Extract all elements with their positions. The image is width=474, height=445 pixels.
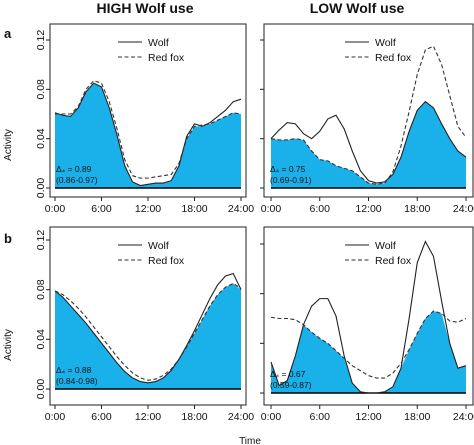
y-axis-label-row-a: Activity <box>3 129 14 161</box>
x-tick-label-a-low-3: 18:00 <box>404 203 430 215</box>
overlap-ci-b-low: (0.59-0.87) <box>270 380 312 390</box>
legend-fox-label-b-high: Red fox <box>148 255 185 267</box>
x-tick-label-b-high-1: 6:00 <box>91 411 112 423</box>
red-fox-line-a-low <box>270 45 467 185</box>
overlap-coefficient-a-high: Δ₄ = 0.89 <box>56 164 92 174</box>
x-tick-label-b-low-4: 24:00 <box>453 411 474 423</box>
y-tick-label-a-high-1: 0.04 <box>35 128 47 149</box>
y-tick-label-b-high-1: 0.04 <box>35 329 47 350</box>
chart-panels: 0:00 6:00 12:00 18:00 24:00 0.00 0.04 0.08 0.12 W… <box>35 23 474 423</box>
y-tick-label-b-high-3: 0.12 <box>35 230 47 251</box>
x-tick-label-a-low-1: 6:00 <box>310 203 331 215</box>
x-tick-label-b-low-1: 6:00 <box>310 411 331 423</box>
overlap-coefficient-a-low: Δ₄ = 0.75 <box>270 164 306 174</box>
y-tick-label-a-high-2: 0.08 <box>35 79 47 100</box>
legend-fox-label-a-low: Red fox <box>375 52 412 64</box>
overlap-ci-a-high: (0.86-0.97) <box>56 175 98 185</box>
y-axis-label-row-b: Activity <box>3 329 14 361</box>
x-tick-label-a-high-0: 0:00 <box>45 203 66 215</box>
red-fox-line-b-low <box>270 310 467 379</box>
legend-fox-label-a-high: Red fox <box>148 52 185 64</box>
title-high-wolf-use: HIGH Wolf use <box>97 0 194 16</box>
x-tick-label-b-high-4: 24:00 <box>228 411 254 423</box>
x-tick-label-b-high-0: 0:00 <box>45 411 66 423</box>
panel-a-high: 0:00 6:00 12:00 18:00 24:00 0.00 0.04 0.08 0.12 W… <box>35 23 254 215</box>
panel-b-high: 0:00 6:00 12:00 18:00 24:00 0.00 0.04 0.08 0.12 W… <box>35 226 254 423</box>
panel-label-b: b <box>4 231 12 246</box>
panel-a-low: 0:00 6:00 12:00 18:00 24:00 Wolf Red fox Δ₄ = 0… <box>260 23 474 215</box>
x-tick-label-a-high-1: 6:00 <box>91 203 112 215</box>
overlap-area-b-low <box>271 311 466 393</box>
overlap-area-b-high <box>55 283 241 389</box>
y-tick-label-a-high-3: 0.12 <box>35 30 47 51</box>
x-tick-label-a-low-2: 12:00 <box>355 203 381 215</box>
x-tick-label-b-low-0: 0:00 <box>261 411 282 423</box>
title-low-wolf-use: LOW Wolf use <box>310 0 405 16</box>
y-tick-label-a-high-0: 0.00 <box>35 178 47 199</box>
red-fox-line-b-high <box>54 282 242 381</box>
panel-b-low: 0:00 6:00 12:00 18:00 24:00 Wolf Red fox Δ₄ = 0… <box>260 226 474 423</box>
wolf-line-a-high <box>54 82 242 187</box>
wolf-line-b-high <box>54 272 242 384</box>
y-tick-label-b-high-0: 0.00 <box>35 379 47 400</box>
overlap-coefficient-b-high: Δ₄ = 0.88 <box>56 365 92 375</box>
overlap-ci-a-low: (0.69-0.91) <box>270 175 312 185</box>
overlap-ci-b-high: (0.84-0.98) <box>56 376 98 386</box>
red-fox-line-a-high <box>55 80 242 179</box>
overlap-area-a-low <box>271 101 466 188</box>
panel-label-a: a <box>4 26 12 41</box>
legend-wolf-label-b-low: Wolf <box>375 240 396 252</box>
y-tick-label-b-high-2: 0.08 <box>35 279 47 300</box>
x-axis-label: Time <box>239 436 261 445</box>
legend-wolf-label-a-low: Wolf <box>375 37 396 49</box>
overlap-coefficient-b-low: Δ₄ = 0.67 <box>270 369 306 379</box>
x-tick-label-a-high-3: 18:00 <box>181 203 207 215</box>
x-tick-label-b-high-2: 12:00 <box>135 411 161 423</box>
x-tick-label-b-low-2: 12:00 <box>355 411 381 423</box>
legend-fox-label-b-low: Red fox <box>375 255 412 267</box>
overlap-area-a-high <box>55 83 241 188</box>
x-tick-label-a-high-2: 12:00 <box>135 203 161 215</box>
x-tick-label-b-high-3: 18:00 <box>181 411 207 423</box>
legend-wolf-label-b-high: Wolf <box>148 240 169 252</box>
x-tick-label-b-low-3: 18:00 <box>404 411 430 423</box>
x-tick-label-a-low-4: 24:00 <box>453 203 474 215</box>
x-tick-label-a-low-0: 0:00 <box>261 203 282 215</box>
legend-wolf-label-a-high: Wolf <box>148 37 169 49</box>
x-tick-label-a-high-4: 24:00 <box>228 203 254 215</box>
wolf-line-a-low <box>270 100 467 184</box>
